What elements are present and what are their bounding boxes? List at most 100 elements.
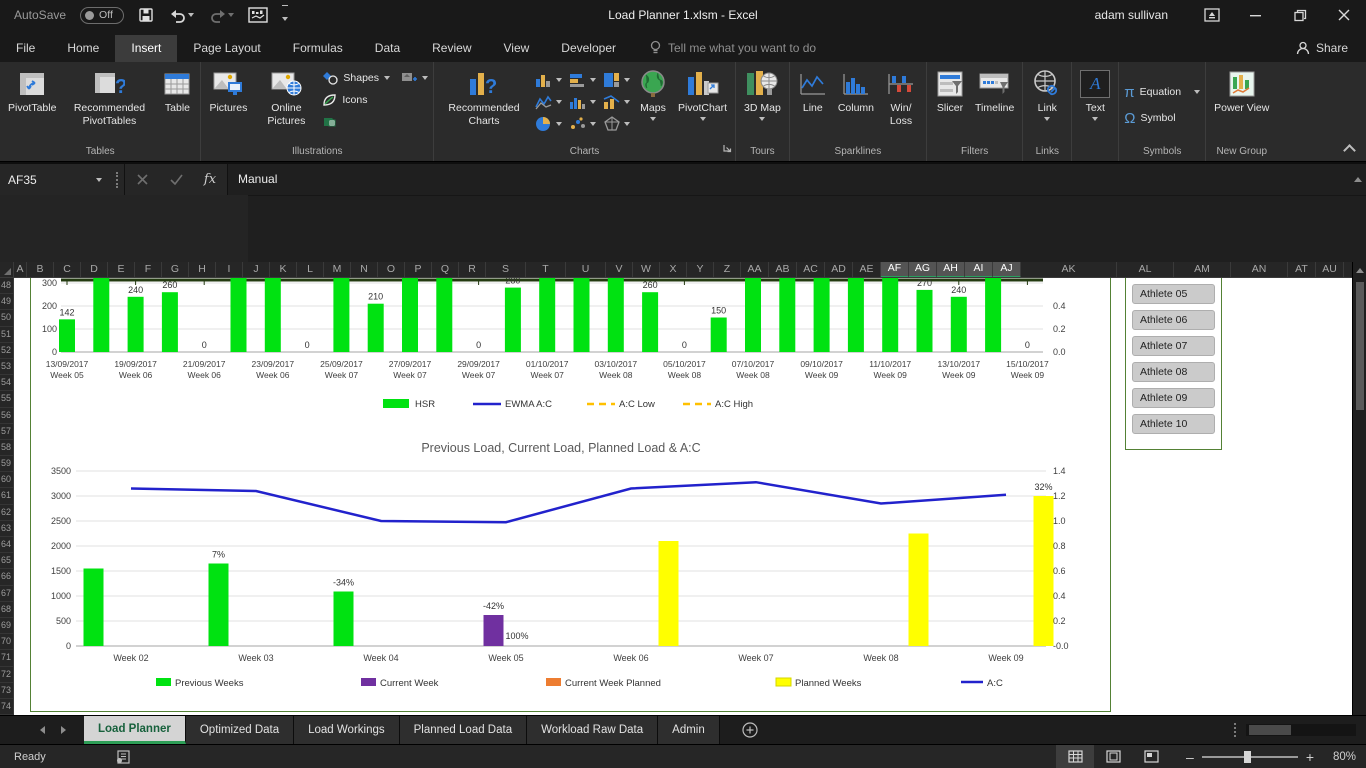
row-header-64[interactable]: 64	[0, 537, 13, 554]
sheet-tab-workload-raw-data[interactable]: Workload Raw Data	[527, 716, 659, 744]
row-header-48[interactable]: 48	[0, 278, 13, 295]
sheet-canvas[interactable]: 300 200 100 0 0.4 0.2 0.0 142 240 260 0 0 210 0 280 260…	[14, 278, 1352, 715]
page-break-view-button[interactable]	[1132, 745, 1170, 768]
customize-qat-caret-icon[interactable]	[281, 4, 288, 26]
column-header-AA[interactable]: AA	[741, 262, 769, 277]
column-header-AH[interactable]: AH	[937, 262, 965, 277]
insert-pie-chart-button[interactable]	[531, 113, 565, 135]
pivottable-button[interactable]: PivotTable	[3, 65, 61, 145]
row-header-67[interactable]: 67	[0, 586, 13, 602]
vertical-scroll-thumb[interactable]	[1355, 282, 1364, 410]
quick-access-chart-icon[interactable]	[248, 7, 268, 23]
column-header-Q[interactable]: Q	[432, 262, 459, 277]
athlete-slicer[interactable]: Athlete 05 Athlete 06 Athlete 07 Athlete 08…	[1125, 278, 1222, 450]
smartart-button[interactable]	[322, 112, 428, 132]
shapes-button[interactable]: Shapes	[322, 68, 429, 88]
column-header-AT[interactable]: AT	[1288, 262, 1316, 277]
row-header-70[interactable]: 70	[0, 634, 13, 651]
row-header-63[interactable]: 63	[0, 521, 13, 537]
restore-button[interactable]	[1278, 0, 1322, 30]
tab-data[interactable]: Data	[374, 41, 401, 55]
undo-button[interactable]	[168, 8, 194, 23]
slicer-button[interactable]: Slicer	[930, 65, 970, 145]
column-header-F[interactable]: F	[135, 262, 162, 277]
slicer-item-athlete-09[interactable]: Athlete 09	[1132, 388, 1215, 408]
record-macro-button[interactable]	[116, 749, 130, 764]
zoom-slider-thumb[interactable]	[1244, 750, 1252, 763]
column-header-S[interactable]: S	[486, 262, 526, 277]
row-header-73[interactable]: 73	[0, 683, 13, 699]
next-sheet-icon[interactable]	[61, 726, 66, 734]
column-header-P[interactable]: P	[405, 262, 432, 277]
insert-column-chart-button[interactable]	[531, 69, 565, 91]
column-header-W[interactable]: W	[633, 262, 660, 277]
sheet-tab-optimized-data[interactable]: Optimized Data	[185, 716, 295, 744]
recommended-pivottables-button[interactable]: ? Recommended PivotTables	[61, 65, 157, 145]
timeline-button[interactable]: Timeline	[970, 65, 1019, 145]
insert-line-chart-button[interactable]	[531, 91, 565, 113]
tab-review[interactable]: Review	[432, 41, 472, 55]
row-header-71[interactable]: 71	[0, 650, 13, 667]
column-header-K[interactable]: K	[270, 262, 297, 277]
page-layout-view-button[interactable]	[1094, 745, 1132, 768]
sparkline-column-button[interactable]: Column	[833, 65, 879, 145]
sparkline-winloss-button[interactable]: Win/ Loss	[879, 65, 923, 145]
zoom-slider[interactable]	[1201, 750, 1298, 763]
name-box-caret-icon[interactable]	[96, 177, 102, 182]
sheet-tab-admin[interactable]: Admin	[658, 716, 720, 744]
share-button[interactable]: Share	[1296, 41, 1366, 62]
insert-combo-chart-button[interactable]	[599, 91, 633, 113]
name-box[interactable]: AF35	[0, 164, 110, 195]
column-header-B[interactable]: B	[27, 262, 54, 277]
3d-map-button[interactable]: 3D Map	[739, 65, 786, 145]
row-header-66[interactable]: 66	[0, 569, 13, 586]
column-header-D[interactable]: D	[81, 262, 108, 277]
icons-button[interactable]: Icons	[322, 90, 428, 110]
tab-insert[interactable]: Insert	[115, 35, 178, 62]
row-header-57[interactable]: 57	[0, 424, 13, 440]
insert-bar-chart-button[interactable]	[565, 69, 599, 91]
column-header-X[interactable]: X	[660, 262, 687, 277]
column-header-I[interactable]: I	[216, 262, 243, 277]
column-header-L[interactable]: L	[297, 262, 324, 277]
row-header-52[interactable]: 52	[0, 343, 13, 359]
insert-function-button[interactable]: fx	[203, 172, 217, 187]
zoom-out-button[interactable]: –	[1186, 748, 1194, 765]
row-header-62[interactable]: 62	[0, 505, 13, 521]
tab-view[interactable]: View	[503, 41, 530, 55]
row-header-56[interactable]: 56	[0, 408, 13, 424]
zoom-in-button[interactable]: +	[1305, 748, 1314, 765]
autosave-toggle[interactable]: Off	[80, 6, 124, 24]
slicer-item-athlete-05[interactable]: Athlete 05	[1132, 284, 1215, 304]
load-chart-object[interactable]: Previous Load, Current Load, Planned Loa…	[31, 435, 1111, 701]
minimize-button[interactable]	[1234, 0, 1278, 30]
recommended-charts-button[interactable]: ? Recommended Charts	[437, 65, 531, 145]
text-button[interactable]: A Text	[1075, 65, 1115, 145]
column-header-AU[interactable]: AU	[1316, 262, 1344, 277]
row-header-58[interactable]: 58	[0, 440, 13, 457]
row-header-68[interactable]: 68	[0, 602, 13, 618]
slicer-item-athlete-06[interactable]: Athlete 06	[1132, 310, 1215, 330]
column-header-A[interactable]: A	[14, 262, 27, 277]
save-button[interactable]	[138, 7, 154, 23]
tab-file[interactable]: File	[16, 41, 36, 55]
row-header-59[interactable]: 59	[0, 456, 13, 473]
table-button[interactable]: Table	[157, 65, 197, 145]
formula-bar-collapse-icon[interactable]	[1350, 164, 1366, 195]
ribbon-display-options-button[interactable]	[1190, 0, 1234, 30]
column-header-AD[interactable]: AD	[825, 262, 853, 277]
normal-view-button[interactable]	[1056, 744, 1095, 768]
column-header-AN[interactable]: AN	[1231, 262, 1288, 277]
column-header-E[interactable]: E	[108, 262, 135, 277]
row-header-60[interactable]: 60	[0, 472, 13, 489]
screenshot-icon[interactable]	[401, 71, 418, 85]
column-header-J[interactable]: J	[243, 262, 270, 277]
column-header-AI[interactable]: AI	[965, 262, 993, 277]
column-header-AG[interactable]: AG	[909, 262, 937, 277]
insert-statistic-chart-button[interactable]	[565, 91, 599, 113]
column-header-AC[interactable]: AC	[797, 262, 825, 277]
cancel-entry-button[interactable]	[125, 164, 159, 195]
insert-scatter-chart-button[interactable]	[565, 113, 599, 135]
tab-page-layout[interactable]: Page Layout	[193, 41, 261, 55]
new-sheet-button[interactable]	[720, 716, 780, 744]
